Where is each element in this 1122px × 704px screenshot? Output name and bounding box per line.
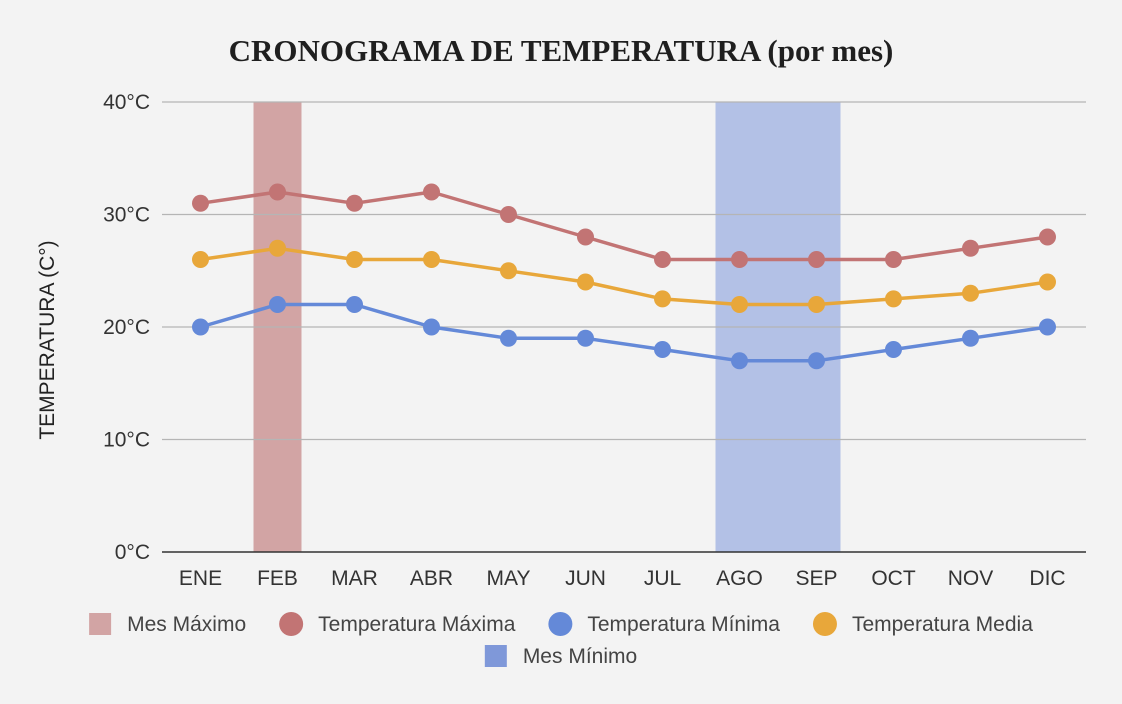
series-line-temperatura-media <box>200 246 1048 307</box>
legend[interactable]: Mes Máximo Temperatura Máxima Temperatura … <box>89 612 1033 668</box>
x-tick-label-nov: NOV <box>948 567 994 590</box>
point-temperatura-maxima-jul <box>654 251 671 268</box>
point-temperatura-minima-dic <box>1039 318 1056 336</box>
point-temperatura-minima-ene <box>192 318 209 336</box>
point-temperatura-maxima-ene <box>192 194 209 212</box>
legend-label-mes-maximo[interactable]: Mes Máximo <box>127 613 246 636</box>
point-temperatura-minima-mar <box>346 296 363 313</box>
point-temperatura-minima-may <box>500 329 517 347</box>
x-axis-ticks: ENE FEB MAR ABR MAY JUN JUL AGO SEP OCT NOV DIC <box>179 567 1066 590</box>
y-tick-label: 10°C <box>103 429 150 452</box>
y-axis-label: TEMPERATURA (C°) <box>36 240 59 439</box>
x-tick-label-ago: AGO <box>716 567 763 590</box>
x-tick-label-mar: MAR <box>331 567 378 590</box>
legend-label-temperatura-media[interactable]: Temperatura Media <box>852 613 1033 636</box>
point-temperatura-minima-ago <box>731 352 748 370</box>
legend-marker-mes-maximo[interactable] <box>89 613 112 635</box>
point-temperatura-maxima-ago <box>731 251 748 268</box>
x-tick-label-feb: FEB <box>257 567 298 590</box>
gridlines <box>162 101 1086 553</box>
y-axis-ticks: 0°C 10°C 20°C 30°C 40°C <box>103 91 150 564</box>
point-temperatura-minima-sep <box>808 352 825 370</box>
y-tick-label: 20°C <box>103 316 150 339</box>
legend-marker-temperatura-media[interactable] <box>812 612 837 636</box>
legend-label-temperatura-minima[interactable]: Temperatura Mínima <box>587 613 780 636</box>
x-tick-label-jul: JUL <box>644 567 681 590</box>
point-temperatura-maxima-oct <box>885 251 902 268</box>
point-temperatura-media-nov <box>962 284 979 302</box>
point-temperatura-minima-nov <box>962 329 979 347</box>
point-temperatura-media-sep <box>808 296 825 313</box>
point-temperatura-media-jun <box>577 273 594 291</box>
series-lines <box>192 183 1056 370</box>
x-tick-label-sep: SEP <box>795 567 837 590</box>
x-tick-label-oct: OCT <box>871 567 916 590</box>
point-temperatura-minima-feb <box>269 296 286 313</box>
y-tick-label: 30°C <box>103 204 150 227</box>
point-temperatura-minima-jul <box>654 341 671 358</box>
point-temperatura-maxima-may <box>500 206 517 223</box>
point-temperatura-maxima-nov <box>962 239 979 257</box>
legend-marker-mes-minimo[interactable] <box>484 645 507 667</box>
point-temperatura-media-jul <box>654 290 671 308</box>
legend-label-mes-minimo[interactable]: Mes Mínimo <box>523 645 637 668</box>
point-temperatura-media-mar <box>346 251 363 268</box>
x-tick-label-ene: ENE <box>179 567 222 590</box>
point-temperatura-media-oct <box>885 290 902 308</box>
point-temperatura-media-feb <box>269 239 286 257</box>
point-temperatura-minima-jun <box>577 329 594 347</box>
point-temperatura-maxima-mar <box>346 194 363 212</box>
point-temperatura-media-ene <box>192 251 209 268</box>
point-temperatura-maxima-dic <box>1039 228 1056 246</box>
point-temperatura-maxima-sep <box>808 251 825 268</box>
point-temperatura-maxima-jun <box>577 228 594 246</box>
series-line-temperatura-minima <box>200 302 1048 363</box>
point-temperatura-media-dic <box>1039 273 1056 291</box>
series-line-temperatura-maxima <box>200 190 1048 262</box>
legend-marker-temperatura-maxima[interactable] <box>279 612 304 636</box>
legend-label-temperatura-maxima[interactable]: Temperatura Máxima <box>318 613 516 636</box>
y-tick-label: 40°C <box>103 91 150 114</box>
chart-title: CRONOGRAMA DE TEMPERATURA (por mes) <box>229 33 894 68</box>
point-temperatura-media-may <box>500 262 517 280</box>
point-temperatura-maxima-feb <box>269 183 286 201</box>
x-tick-label-jun: JUN <box>565 567 606 590</box>
x-tick-label-may: MAY <box>487 567 531 590</box>
point-temperatura-minima-oct <box>885 341 902 358</box>
x-tick-label-dic: DIC <box>1029 567 1065 590</box>
point-temperatura-maxima-abr <box>423 183 440 201</box>
legend-marker-temperatura-minima[interactable] <box>548 612 573 636</box>
point-temperatura-minima-abr <box>423 318 440 336</box>
y-tick-label: 0°C <box>115 541 150 564</box>
point-temperatura-media-ago <box>731 296 748 313</box>
x-tick-label-abr: ABR <box>410 567 453 590</box>
point-temperatura-media-abr <box>423 251 440 268</box>
